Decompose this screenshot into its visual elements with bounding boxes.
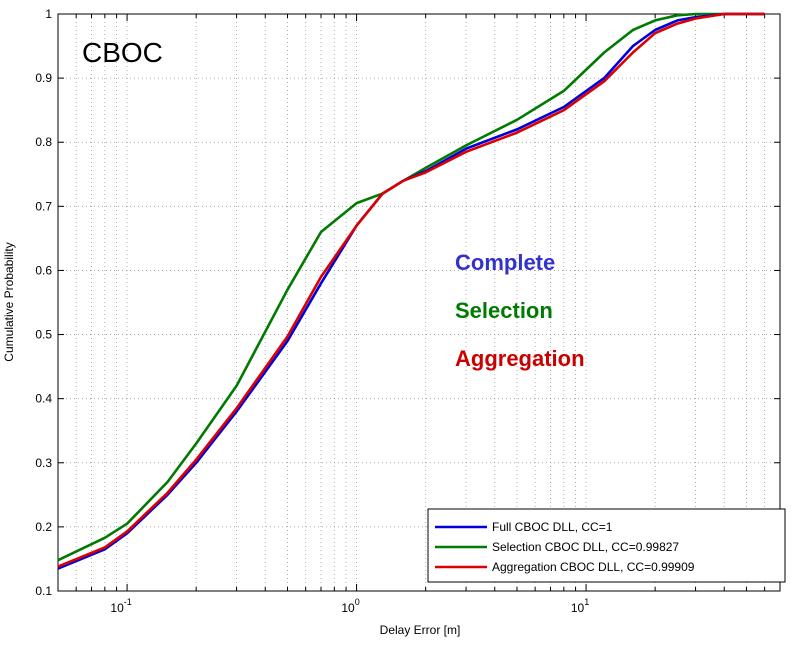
plot-frame — [57, 13, 781, 592]
x-tick-label: 10-1 — [110, 597, 131, 615]
annotation-aggregation: Aggregation — [455, 346, 585, 371]
y-ticks: 0.1 0.2 0.3 0.4 0.5 0.6 0.7 0.8 0.9 1 — [35, 7, 780, 598]
y-axis-label: Cumulative Probability — [2, 242, 16, 361]
legend-label-full: Full CBOC DLL, CC=1 — [492, 520, 613, 534]
grid-lines — [57, 13, 781, 592]
y-tick-label: 0.9 — [35, 71, 52, 85]
y-tick-label: 0.3 — [35, 456, 52, 470]
chart-title: CBOC — [82, 37, 163, 68]
y-tick-label: 0.7 — [35, 199, 52, 213]
series-line-2 — [57, 12, 765, 568]
series-line-1 — [57, 12, 765, 562]
x-ticks: 10-1 100 101 — [57, 14, 781, 615]
y-tick-label: 0.2 — [35, 520, 52, 534]
x-tick-label: 101 — [571, 597, 589, 615]
annotation-complete: Complete — [455, 250, 555, 275]
series-lines — [57, 12, 765, 570]
x-tick-label: 100 — [341, 597, 359, 615]
legend-label-selection: Selection CBOC DLL, CC=0.99827 — [492, 540, 679, 554]
y-tick-label: 0.6 — [35, 263, 52, 277]
y-tick-label: 0.5 — [35, 328, 52, 342]
annotation-selection: Selection — [455, 298, 553, 323]
legend-label-aggregation: Aggregation CBOC DLL, CC=0.99909 — [492, 560, 695, 574]
y-tick-label: 0.4 — [35, 392, 52, 406]
legend: Full CBOC DLL, CC=1 Selection CBOC DLL, … — [427, 508, 786, 583]
x-axis-label: Delay Error [m] — [380, 623, 461, 637]
y-tick-label: 0.8 — [35, 135, 52, 149]
y-tick-label: 1 — [45, 7, 52, 21]
axes-box — [57, 13, 781, 592]
y-tick-label: 0.1 — [35, 584, 52, 598]
legend-box — [427, 508, 786, 583]
